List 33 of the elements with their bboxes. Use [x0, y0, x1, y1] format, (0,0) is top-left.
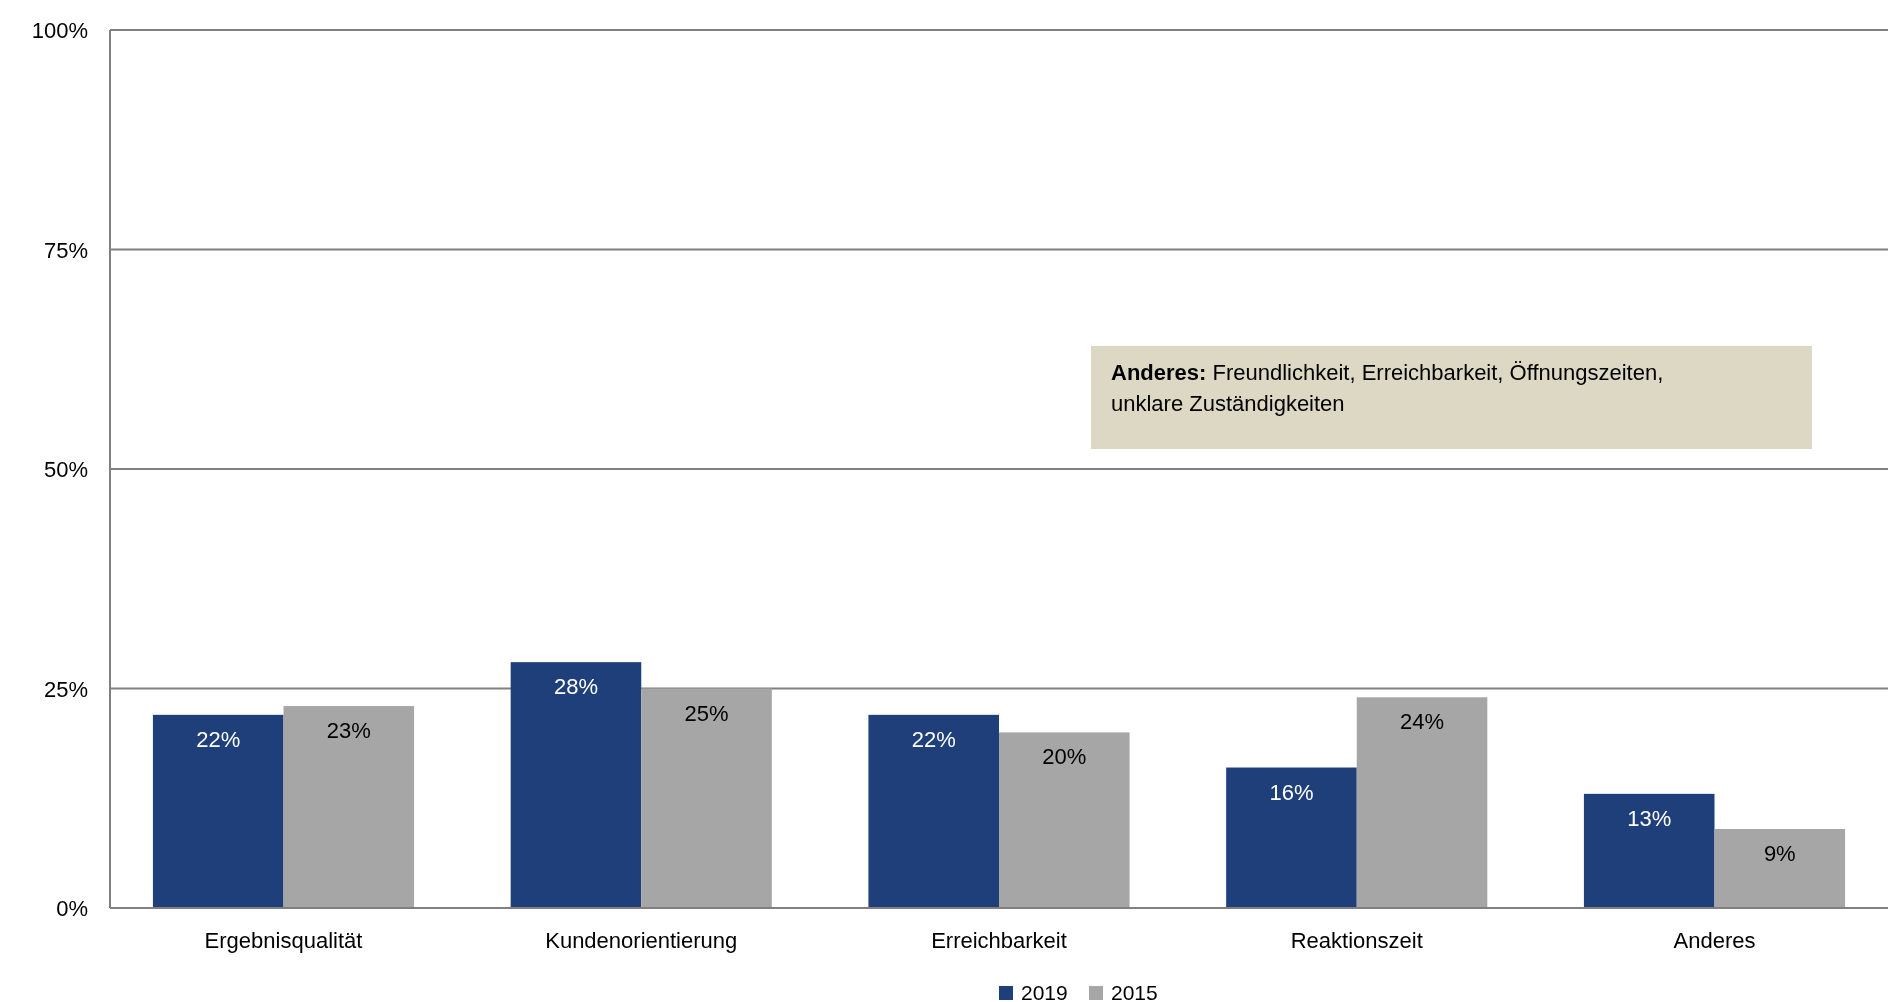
- data-label: 16%: [1269, 779, 1314, 805]
- bar: [1714, 828, 1846, 908]
- bar: [868, 714, 999, 908]
- data-label: 25%: [684, 700, 729, 726]
- bar: [1583, 793, 1715, 908]
- data-label: 22%: [911, 726, 956, 752]
- bar: [999, 732, 1130, 908]
- x-tick-label: Reaktionszeit: [1290, 928, 1423, 953]
- y-tick-label: 50%: [43, 457, 88, 482]
- x-tick-label: Erreichbarkeit: [931, 928, 1067, 953]
- legend-label: 2015: [1111, 981, 1158, 1002]
- bar: [152, 714, 284, 908]
- bar: [283, 706, 415, 908]
- bar: [641, 688, 772, 908]
- data-label: 9%: [1763, 840, 1796, 866]
- legend-label: 2019: [1021, 981, 1068, 1002]
- data-label: 24%: [1400, 709, 1445, 735]
- bar: [1356, 697, 1488, 908]
- y-tick-label: 75%: [43, 237, 88, 263]
- y-tick-label: 25%: [43, 676, 88, 702]
- x-tick-label: Anderes: [1673, 928, 1756, 953]
- data-label: 28%: [553, 674, 598, 700]
- data-label: 23%: [326, 718, 371, 744]
- data-label: 20%: [1042, 744, 1087, 770]
- data-label: 13%: [1627, 805, 1672, 831]
- y-tick-label: 100%: [31, 18, 88, 43]
- y-tick-label: 0%: [56, 896, 88, 921]
- annotation: Anderes: Freundlichkeit, Erreichbarkeit, Öffnungszeiten, unklare Zuständigkeiten: [1111, 360, 1664, 416]
- x-tick-label: Kundenorientierung: [545, 928, 738, 953]
- bar: [1226, 767, 1357, 908]
- x-tick-label: Ergebnisqualität: [204, 928, 363, 953]
- data-label: 22%: [196, 726, 241, 752]
- bar: [510, 662, 642, 908]
